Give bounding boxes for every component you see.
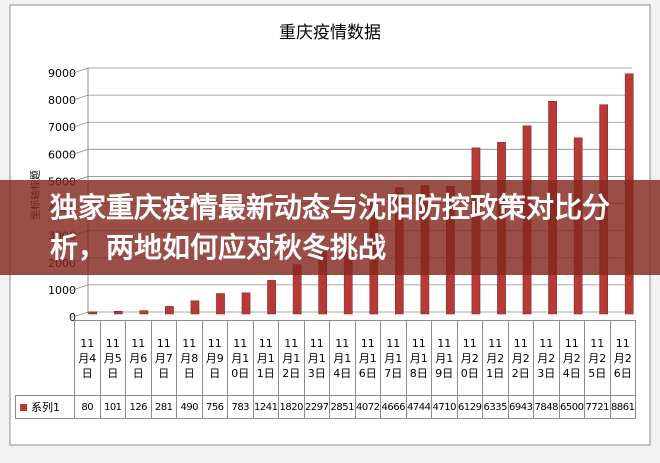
x-tick-label: 11月26日 <box>609 320 636 396</box>
bar <box>241 292 251 315</box>
y-tick-label: 6000 <box>48 148 76 161</box>
y-tick-label: 7000 <box>48 121 76 134</box>
x-tick-label: 11月13日 <box>303 320 330 396</box>
x-tick-label: 11月23日 <box>533 320 560 396</box>
value-cell: 4744 <box>405 395 432 419</box>
bar <box>139 310 149 315</box>
value-cell: 4072 <box>354 395 381 419</box>
bar <box>190 300 200 315</box>
x-tick-label: 11月10日 <box>227 320 254 396</box>
value-cell: 4666 <box>380 395 407 419</box>
bar <box>113 311 123 315</box>
data-table: 11月4日 11月5日 11月6日 11月7日 11月8日 11月9日 11月10日 11月1… <box>15 320 636 419</box>
x-tick-label: 11月18日 <box>405 320 432 396</box>
bar <box>165 306 174 315</box>
value-cell: 7848 <box>533 395 560 419</box>
x-tick-label: 11月8日 <box>176 320 203 396</box>
y-tick-label: 1000 <box>48 284 76 297</box>
value-cell: 6943 <box>507 395 534 419</box>
grid-line <box>69 67 632 75</box>
value-cell: 80 <box>74 395 101 419</box>
value-cell: 4710 <box>431 395 458 419</box>
value-cell: 2297 <box>303 395 330 419</box>
value-cell: 7721 <box>584 395 611 419</box>
x-tick-label: 11月19日 <box>431 320 458 396</box>
x-tick-label: 11月22日 <box>507 320 534 396</box>
x-tick-label: 11月6日 <box>125 320 152 396</box>
x-tick-label: 11月20日 <box>456 320 483 396</box>
x-tick-label: 11月16日 <box>354 320 381 396</box>
x-tick-label: 11月14日 <box>329 320 356 396</box>
value-cell: 6500 <box>558 395 585 419</box>
x-tick-label: 11月25日 <box>584 320 611 396</box>
headline-banner: 独家重庆疫情最新动态与沈阳防控政策对比分析，两地如何应对秋冬挑战 <box>0 180 660 275</box>
grid-line <box>69 94 632 102</box>
value-cell: 783 <box>227 395 254 419</box>
legend-key <box>20 404 27 411</box>
value-row: 系列1 80 101 126 281 490 756 783 1241 1820 2297 2851 4… <box>15 395 636 419</box>
legend-label: 系列1 <box>31 401 60 414</box>
x-tick-label: 11月21日 <box>482 320 509 396</box>
value-cell: 6129 <box>456 395 483 419</box>
bar <box>88 311 98 315</box>
x-tick-label: 11月12日 <box>278 320 305 396</box>
grid-line <box>69 148 632 156</box>
corner <box>15 320 75 396</box>
bar <box>267 280 276 315</box>
legend-cell: 系列1 <box>15 395 75 419</box>
y-tick-label: 8000 <box>48 94 76 107</box>
x-tick-label: 11月11日 <box>252 320 279 396</box>
x-tick-label: 11月17日 <box>380 320 407 396</box>
value-cell: 490 <box>176 395 203 419</box>
value-cell: 6335 <box>482 395 509 419</box>
value-cell: 126 <box>125 395 152 419</box>
headline: 独家重庆疫情最新动态与沈阳防控政策对比分析，两地如何应对秋冬挑战 <box>50 190 611 264</box>
value-cell: 281 <box>150 395 177 419</box>
value-cell: 2851 <box>329 395 356 419</box>
x-tick-label: 11月7日 <box>150 320 177 396</box>
value-cell: 101 <box>99 395 126 419</box>
x-tick-label: 11月5日 <box>99 320 126 396</box>
value-cell: 1241 <box>252 395 279 419</box>
value-cell: 756 <box>201 395 228 419</box>
x-tick-label: 11月9日 <box>201 320 228 396</box>
y-tick-label: 9000 <box>48 67 76 80</box>
bar <box>216 293 225 315</box>
value-cell: 1820 <box>278 395 305 419</box>
grid-line <box>69 121 632 129</box>
chart-title: 重庆疫情数据 <box>279 23 381 43</box>
value-cell: 8861 <box>609 395 636 419</box>
category-row: 11月4日 11月5日 11月6日 11月7日 11月8日 11月9日 11月10日 11月1… <box>15 320 636 396</box>
x-tick-label: 11月4日 <box>74 320 101 396</box>
x-tick-label: 11月24日 <box>558 320 585 396</box>
